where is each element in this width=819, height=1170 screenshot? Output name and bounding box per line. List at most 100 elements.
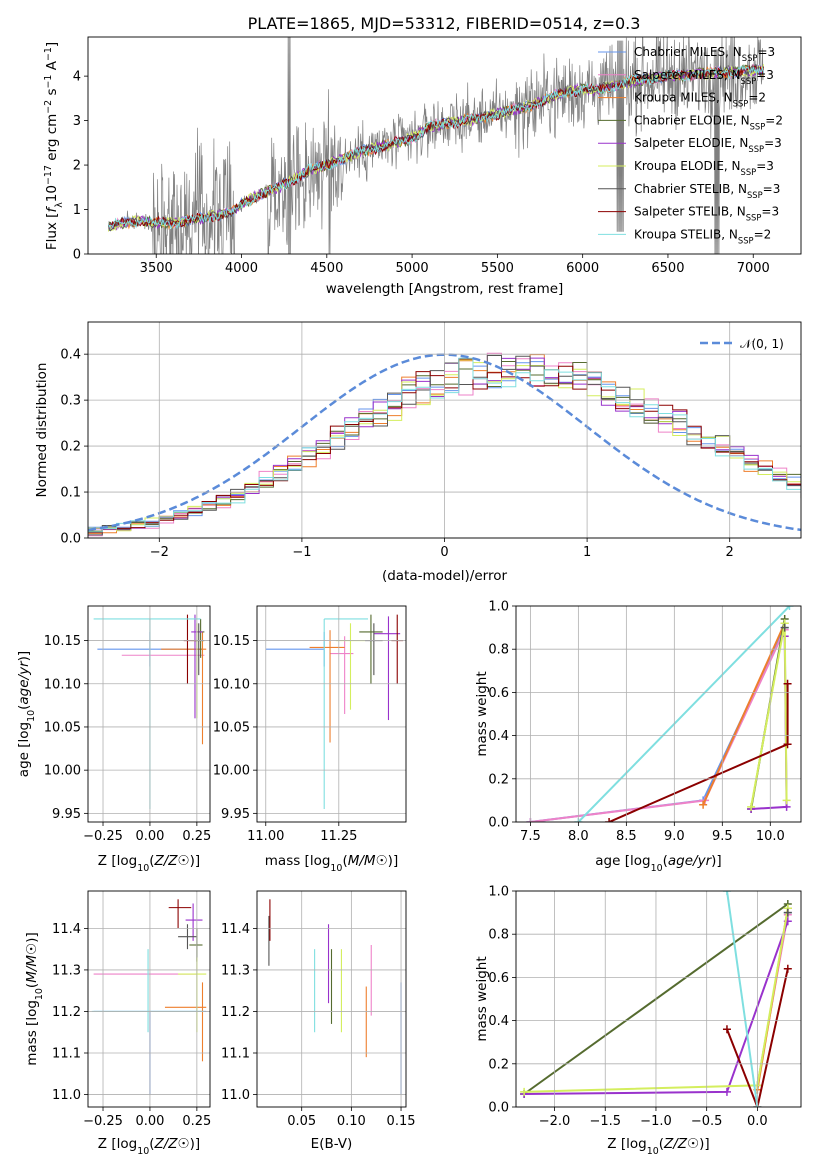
x-tick-label: −1: [292, 545, 311, 560]
axes-frame: [515, 890, 802, 1108]
y-axis-label: mass weight: [474, 671, 490, 756]
y-tick-label: 11.1: [221, 1047, 250, 1062]
y-tick-label: 10.10: [44, 677, 81, 692]
data-point-marker: [520, 1087, 529, 1096]
legend-label: Chabrier STELIB, NSSP=3: [634, 182, 780, 200]
x-axis-label: Z [log10(Z/Z☉)]: [98, 1136, 200, 1157]
x-axis-label: age [log10(age/yr)]: [595, 853, 721, 874]
axes-frame: [515, 605, 802, 823]
x-tick-label: 0.25: [182, 1114, 211, 1129]
y-axis-label: age [log10(age/yr)]: [16, 651, 37, 777]
legend: 𝒩(0, 1): [700, 337, 784, 351]
y-tick-label: 0.4: [488, 729, 509, 744]
plot-area: [108, 37, 764, 254]
data-point-marker: [605, 818, 614, 822]
y-axis-label: Flux [fλ10−17 erg cm−2 s−1 A−1]: [43, 42, 65, 250]
axes-frame: [87, 890, 211, 1108]
x-tick-label: 0.10: [337, 1114, 366, 1129]
y-axis-label: mass [log10(M/M☉)]: [24, 932, 45, 1065]
y-tick-label: 0.3: [60, 394, 81, 409]
y-tick-label: 0.2: [60, 440, 81, 455]
observed-spectrum-line: [108, 37, 764, 254]
y-tick-label: 0.8: [488, 928, 509, 943]
x-tick-label: 10.0: [756, 829, 785, 844]
x-axis-label: mass [log10(M/M☉)]: [265, 853, 398, 874]
data-point-marker: [747, 802, 756, 811]
x-tick-label: 11.00: [247, 829, 284, 844]
y-tick-label: 0.0: [488, 1101, 509, 1116]
y-tick-label: 9.95: [52, 807, 81, 822]
data-point-marker: [783, 740, 792, 749]
y-tick-label: 9.95: [221, 807, 250, 822]
data-point-marker: [722, 891, 731, 895]
x-tick-label: 0.00: [135, 829, 164, 844]
y-tick-label: 2: [73, 159, 81, 174]
axes-mass_vs_Z: −0.25 0.00 0.25 11.0 11.1 11.2 11.3 11.4 Z [log1…: [24, 890, 211, 1157]
x-tick-label: 5500: [481, 261, 514, 276]
y-axis-label: mass weight: [474, 956, 490, 1041]
y-tick-label: 0.6: [488, 686, 509, 701]
x-tick-label: 9.0: [664, 829, 685, 844]
y-tick-label: 11.3: [221, 963, 250, 978]
histogram-steps: [88, 358, 801, 538]
axes-massweight_vs_Z: −2.0 −1.5 −1.0 −0.5 0.0 0.0 0.2 0.4 0.6 0.8 1.0 Z […: [474, 885, 802, 1157]
x-tick-label: −0.25: [83, 829, 123, 844]
histogram-steps: [88, 352, 801, 538]
y-tick-label: 10.10: [213, 677, 250, 692]
x-tick-label: 0: [440, 545, 448, 560]
axes-spectrum: 3500 4000 4500 5000 5500 6000 6500 7000 0 1 2 3 4 wav…: [43, 36, 802, 297]
x-tick-label: 8.5: [616, 829, 637, 844]
x-tick-label: 5000: [396, 261, 429, 276]
axes-frame: [87, 605, 211, 823]
x-axis-label: (data-model)/error: [382, 568, 508, 584]
y-tick-label: 11.0: [52, 1088, 81, 1103]
data-point-marker: [783, 964, 792, 973]
y-tick-label: 10.15: [44, 634, 81, 649]
y-tick-label: 0.4: [60, 348, 81, 363]
y-tick-label: 0.0: [60, 532, 81, 547]
x-tick-label: 0.00: [135, 1114, 164, 1129]
x-axis-label: Z [log10(Z/Z☉)]: [607, 1136, 709, 1157]
mass-weight-line: [726, 891, 759, 1107]
legend-label: Salpeter STELIB, NSSP=3: [634, 205, 779, 223]
y-tick-label: 10.15: [213, 634, 250, 649]
x-tick-label: −0.5: [691, 1114, 723, 1129]
y-tick-label: 11.2: [221, 1005, 250, 1020]
x-axis-label: wavelength [Angstrom, rest frame]: [326, 281, 564, 297]
y-tick-label: 11.4: [52, 922, 81, 937]
x-tick-label: 7.5: [520, 829, 541, 844]
legend-label: Kroupa STELIB, NSSP=2: [634, 227, 771, 245]
axes-age_vs_Z: −0.25 0.00 0.25 9.95 10.00 10.05 10.10 10.15 Z […: [16, 605, 211, 874]
x-axis-label: E(B-V): [311, 1136, 353, 1152]
axes-frame: [87, 321, 802, 539]
x-tick-label: 1: [583, 545, 591, 560]
legend-label: Chabrier MILES, NSSP=3: [634, 45, 775, 63]
x-tick-label: 8.0: [568, 829, 589, 844]
y-tick-label: 10.00: [213, 764, 250, 779]
legend-label: Salpeter ELODIE, NSSP=3: [634, 136, 782, 154]
axes-age_vs_mass: 11.00 11.25 9.95 10.00 10.05 10.10 10.15 mass […: [213, 605, 407, 874]
x-tick-label: 0.25: [182, 829, 211, 844]
mass-weight-line: [577, 606, 791, 822]
plot-area: [88, 352, 801, 538]
x-tick-label: 6500: [651, 261, 684, 276]
axes-frame: [256, 890, 407, 1108]
y-tick-label: 0: [73, 248, 81, 263]
x-tick-label: 2: [726, 545, 734, 560]
x-tick-label: −1.0: [640, 1114, 672, 1129]
y-tick-label: 3: [73, 114, 81, 129]
model-spectrum-line: [108, 64, 764, 230]
x-tick-label: −2.0: [539, 1114, 571, 1129]
x-tick-label: −1.5: [589, 1114, 621, 1129]
y-tick-label: 0.2: [488, 772, 509, 787]
y-tick-label: 11.4: [221, 922, 250, 937]
plot-area: [265, 614, 404, 810]
x-tick-label: 4500: [310, 261, 343, 276]
legend-label: Salpeter MILES, NSSP=3: [634, 68, 774, 86]
axes-residuals: −2 −1 0 1 2 0.0 0.1 0.2 0.3 0.4 (data-model)/error…: [34, 321, 802, 584]
y-tick-label: 1.0: [488, 600, 509, 615]
x-tick-label: 0.15: [387, 1114, 416, 1129]
y-tick-label: 11.1: [52, 1047, 81, 1062]
y-tick-label: 11.3: [52, 963, 81, 978]
